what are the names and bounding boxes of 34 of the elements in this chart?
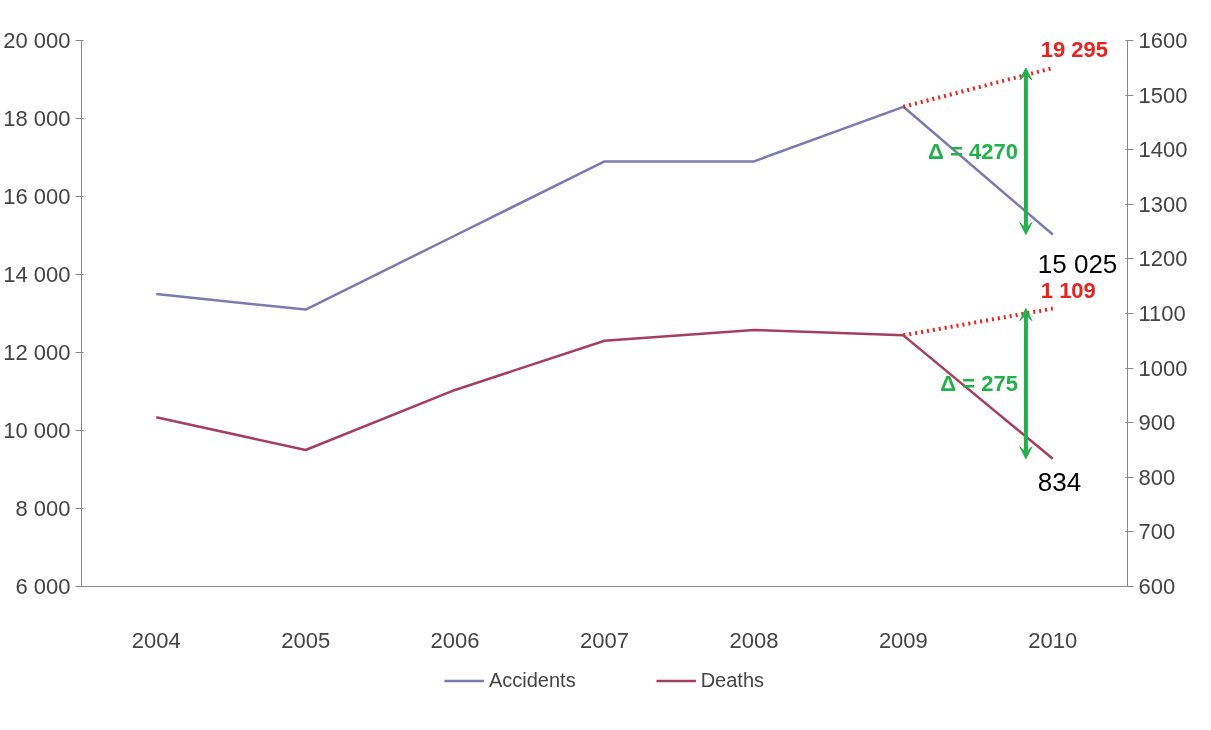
line-series <box>154 328 1055 460</box>
y-tick-label: 14 000 <box>3 262 71 287</box>
x-tick-label: 2005 <box>281 627 331 653</box>
y2-tick-label: 1600 <box>1138 28 1188 53</box>
y2-tick-label: 1500 <box>1138 82 1188 108</box>
y-tick-label: 8 000 <box>15 496 71 521</box>
y2-tick-label: 700 <box>1138 519 1176 545</box>
data-label: 1 109 <box>1040 277 1096 303</box>
x-tick-label: 2010 <box>1028 627 1078 653</box>
y-tick-label: 12 000 <box>3 340 71 365</box>
legend-label: Accidents <box>488 668 576 692</box>
y-tick-label: 18 000 <box>3 106 71 131</box>
y2-tick-label: 1100 <box>1138 301 1186 326</box>
y2-tick-label: 1300 <box>1138 191 1188 217</box>
data-label: 19 295 <box>1040 36 1109 62</box>
data-label: 834 <box>1037 466 1082 497</box>
y2-tick-label: 1200 <box>1138 246 1188 272</box>
y-tick-label: 6 000 <box>15 574 71 599</box>
y2-tick-label: 900 <box>1138 410 1176 436</box>
annotation: Δ = 275 <box>940 371 1018 397</box>
y2-tick-label: 600 <box>1138 574 1176 599</box>
x-tick-label: 2009 <box>878 627 928 653</box>
y2-tick-label: 800 <box>1138 464 1176 490</box>
y-tick-label: 16 000 <box>3 184 71 209</box>
y2-tick-label: 1400 <box>1138 137 1188 163</box>
x-tick-label: 2008 <box>729 627 779 653</box>
x-tick-label: 2004 <box>131 627 181 653</box>
data-label: 15 025 <box>1037 248 1118 279</box>
y2-tick-label: 1000 <box>1138 355 1188 381</box>
x-tick-label: 2007 <box>580 627 629 653</box>
legend-label: Deaths <box>700 668 765 692</box>
x-tick-label: 2006 <box>430 627 480 653</box>
y-tick-label: 20 000 <box>3 28 71 53</box>
y-tick-label: 10 000 <box>3 418 71 443</box>
